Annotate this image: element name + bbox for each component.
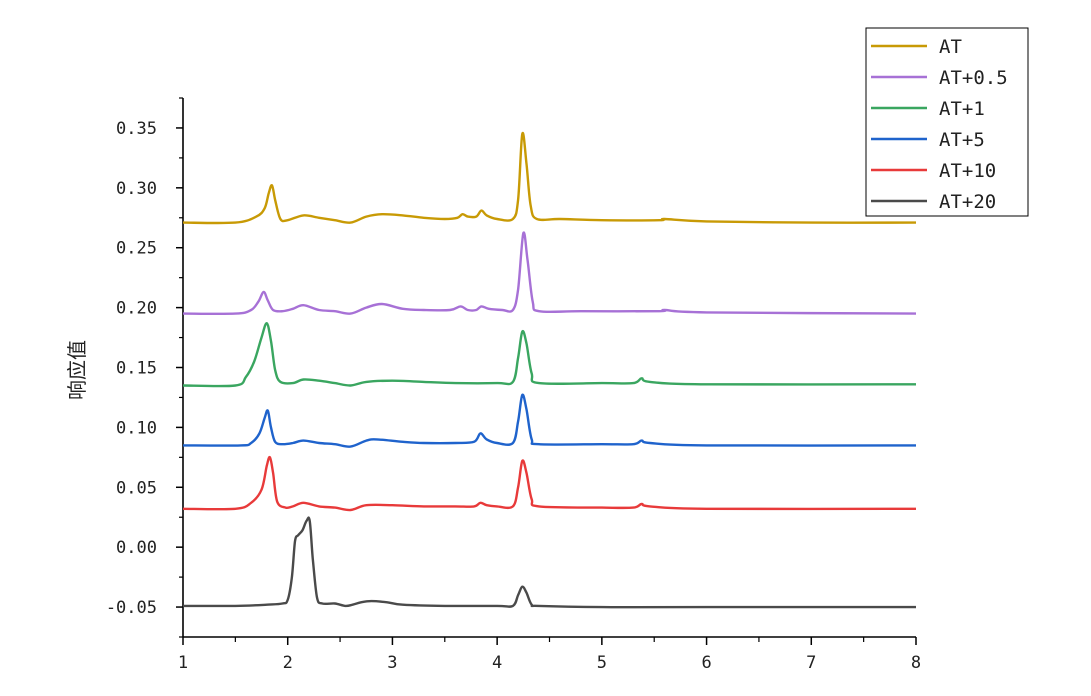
x-ticks: 1 2 3 4 5 6 7 8 xyxy=(178,637,921,673)
y-tick-label: 0.25 xyxy=(116,239,157,259)
x-tick-label: 2 xyxy=(283,653,293,673)
x-tick-label: 1 xyxy=(178,653,188,673)
x-tick-label: 4 xyxy=(492,653,502,673)
x-tick-label: 3 xyxy=(387,653,397,673)
y-tick-label: 0.05 xyxy=(116,478,157,498)
legend-label: AT+0.5 xyxy=(939,67,1008,89)
series-line xyxy=(182,516,916,609)
x-tick-label: 5 xyxy=(597,653,607,673)
y-tick-label: -0.05 xyxy=(106,598,157,618)
y-tick-label: 0.10 xyxy=(116,418,157,438)
axes: -0.05 0.00 0.05 0.10 0.15 0.20 0.25 0.30 0.35 1 2… xyxy=(106,97,921,673)
y-tick-label: 0.30 xyxy=(116,179,157,199)
series-line xyxy=(182,231,917,316)
y-tick-label: 0.20 xyxy=(116,299,157,319)
x-tick-label: 7 xyxy=(806,653,816,673)
series-line xyxy=(182,131,917,225)
legend-label: AT+1 xyxy=(939,98,985,120)
legend-label: AT xyxy=(939,36,962,58)
y-tick-label: 0.00 xyxy=(116,538,157,558)
legend-label: AT+10 xyxy=(939,160,996,182)
legend-label: AT+5 xyxy=(939,129,985,151)
legend-label: AT+20 xyxy=(939,191,996,213)
series-line xyxy=(182,393,917,448)
x-tick-label: 8 xyxy=(911,653,921,673)
series-line xyxy=(182,321,917,388)
y-ticks: -0.05 0.00 0.05 0.10 0.15 0.20 0.25 0.30 0.35 xyxy=(106,97,183,638)
y-tick-label: 0.35 xyxy=(116,119,157,139)
legend-box xyxy=(865,27,1029,217)
legend: AT AT+0.5 AT+1 AT+5 AT+10 AT+20 xyxy=(865,27,1029,217)
series-line xyxy=(182,455,917,512)
x-tick-label: 6 xyxy=(701,653,711,673)
series-lines xyxy=(182,131,917,609)
y-tick-label: 0.15 xyxy=(116,359,157,379)
y-axis-label: 响应值 xyxy=(65,340,89,400)
